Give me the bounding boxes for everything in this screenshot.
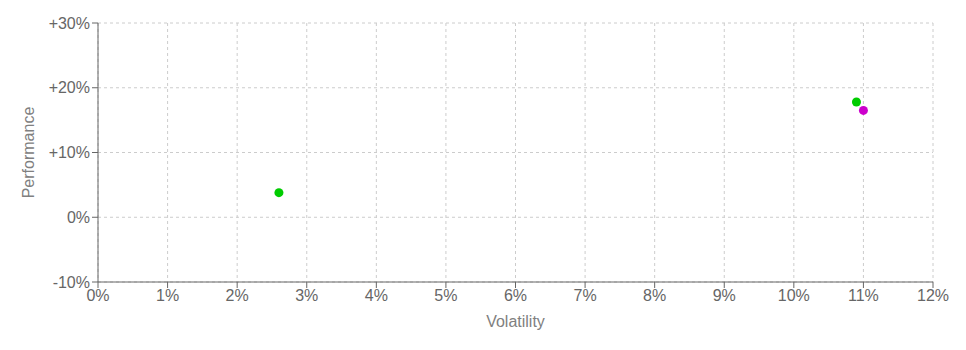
svg-text:Performance: Performance: [20, 107, 37, 199]
svg-text:6%: 6%: [504, 287, 527, 304]
svg-text:-10%: -10%: [53, 274, 90, 291]
svg-text:10%: 10%: [778, 287, 810, 304]
svg-text:0%: 0%: [86, 287, 110, 305]
svg-text:+30%: +30%: [49, 15, 90, 32]
svg-text:+10%: +10%: [49, 144, 90, 161]
svg-text:5%: 5%: [434, 287, 457, 304]
svg-text:1%: 1%: [156, 287, 179, 304]
svg-text:9%: 9%: [713, 287, 736, 304]
svg-text:8%: 8%: [643, 287, 666, 304]
svg-text:Volatility: Volatility: [486, 313, 545, 330]
svg-text:11%: 11%: [848, 287, 879, 304]
svg-text:0%: 0%: [67, 209, 90, 226]
svg-text:7%: 7%: [574, 287, 597, 304]
svg-text:+20%: +20%: [49, 79, 90, 96]
svg-text:2%: 2%: [226, 287, 249, 304]
svg-text:3%: 3%: [295, 287, 318, 304]
svg-text:12%: 12%: [917, 287, 949, 304]
svg-text:4%: 4%: [365, 287, 388, 304]
